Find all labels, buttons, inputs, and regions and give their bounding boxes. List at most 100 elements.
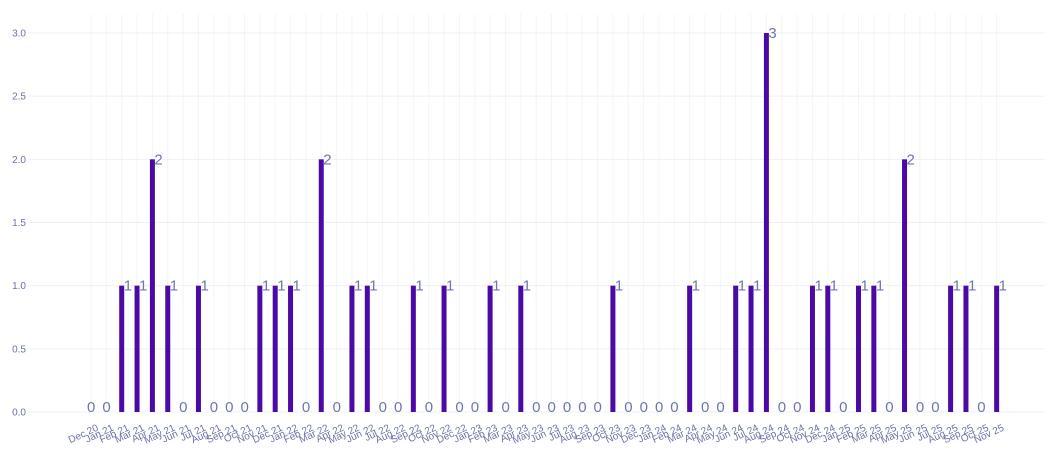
bar — [149, 159, 155, 412]
bar — [410, 285, 416, 412]
data-label: 0 — [931, 399, 939, 416]
data-label: 0 — [578, 399, 586, 416]
bar — [610, 285, 616, 412]
data-label: 0 — [701, 399, 709, 416]
data-label: 0 — [716, 399, 724, 416]
data-label: 0 — [425, 399, 433, 416]
data-label: 1 — [354, 278, 362, 295]
bar — [902, 159, 908, 412]
data-label: 1 — [523, 278, 531, 295]
y-tick-label: 0.0 — [12, 408, 26, 419]
bar — [272, 285, 278, 412]
bar — [748, 285, 754, 412]
bar — [195, 285, 201, 412]
data-label: 0 — [793, 399, 801, 416]
data-label: 0 — [977, 399, 985, 416]
data-label: 2 — [907, 151, 915, 168]
bar — [364, 285, 370, 412]
data-label: 0 — [225, 399, 233, 416]
data-label: 0 — [624, 399, 632, 416]
bar — [257, 285, 263, 412]
data-label: 1 — [615, 278, 623, 295]
data-label: 1 — [262, 278, 270, 295]
data-label: 1 — [738, 278, 746, 295]
data-label: 0 — [394, 399, 402, 416]
data-label: 0 — [548, 399, 556, 416]
data-label: 0 — [501, 399, 509, 416]
data-label: 0 — [594, 399, 602, 416]
data-label: 1 — [953, 278, 961, 295]
data-label: 1 — [446, 278, 454, 295]
data-label: 1 — [492, 278, 500, 295]
bar — [518, 285, 524, 412]
bar — [119, 285, 125, 412]
data-label: 1 — [753, 278, 761, 295]
data-label: 0 — [839, 399, 847, 416]
data-label: 3 — [768, 25, 776, 42]
data-label: 0 — [241, 399, 249, 416]
data-label: 0 — [670, 399, 678, 416]
y-tick-label: 1.5 — [12, 218, 26, 229]
bars — [119, 33, 1000, 412]
data-label: 1 — [124, 278, 132, 295]
data-label: 1 — [968, 278, 976, 295]
data-label: 0 — [379, 399, 387, 416]
bar — [763, 33, 769, 412]
data-label: 0 — [333, 399, 341, 416]
data-label: 0 — [655, 399, 663, 416]
bar — [288, 285, 294, 412]
bar — [318, 159, 324, 412]
bar — [165, 285, 171, 412]
data-label: 0 — [640, 399, 648, 416]
bar — [856, 285, 861, 412]
data-label: 1 — [277, 278, 285, 295]
data-label: 0 — [778, 399, 786, 416]
data-label: 0 — [916, 399, 924, 416]
data-label: 1 — [293, 278, 301, 295]
data-label: 1 — [139, 278, 147, 295]
data-label: 0 — [471, 399, 479, 416]
data-label: 1 — [692, 278, 700, 295]
data-label: 1 — [999, 278, 1007, 295]
data-label: 0 — [102, 399, 110, 416]
data-label: 0 — [532, 399, 540, 416]
data-label: 0 — [302, 399, 310, 416]
data-label: 1 — [830, 278, 838, 295]
data-label: 0 — [210, 399, 218, 416]
data-label: 1 — [876, 278, 884, 295]
y-tick-label: 2.0 — [12, 155, 26, 166]
data-label: 1 — [369, 278, 377, 295]
y-axis: 0.0 0.5 1.0 1.5 2.0 2.5 3.0 — [12, 29, 26, 419]
bar — [871, 285, 877, 412]
data-label: 0 — [87, 399, 95, 416]
data-label: 0 — [455, 399, 463, 416]
bar — [948, 285, 954, 412]
y-tick-label: 2.5 — [12, 92, 26, 103]
bar — [349, 285, 355, 412]
y-tick-label: 0.5 — [12, 344, 26, 355]
bar — [487, 285, 493, 412]
data-label: 1 — [170, 278, 178, 295]
bar — [733, 285, 739, 412]
y-tick-label: 3.0 — [12, 29, 26, 40]
data-label: 1 — [415, 278, 423, 295]
data-label: 2 — [154, 151, 162, 168]
data-label: 0 — [563, 399, 571, 416]
data-label: 1 — [814, 278, 822, 295]
bar — [687, 285, 693, 412]
bar — [994, 285, 1000, 412]
data-label: 2 — [323, 151, 331, 168]
bar — [825, 285, 831, 412]
bar — [441, 285, 447, 412]
bar — [963, 285, 969, 412]
data-label: 0 — [885, 399, 893, 416]
data-label: 1 — [200, 278, 208, 295]
y-tick-label: 1.0 — [12, 281, 26, 292]
data-label: 1 — [861, 278, 869, 295]
bar — [809, 285, 815, 412]
bar — [134, 285, 140, 412]
data-label: 0 — [179, 399, 187, 416]
